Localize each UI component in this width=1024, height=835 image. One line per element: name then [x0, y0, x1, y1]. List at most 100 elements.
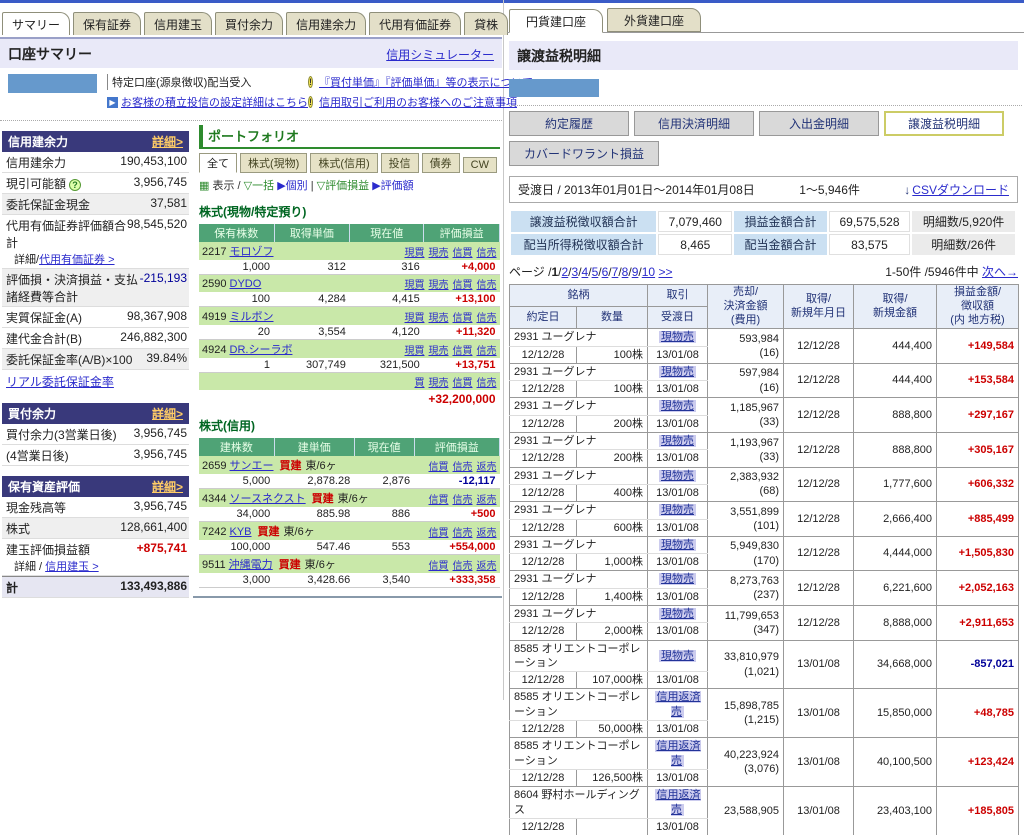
trade-link-信売[interactable]: 信売	[452, 560, 473, 572]
trade-link-買[interactable]: 買	[414, 378, 425, 389]
pagination-more[interactable]: >>	[658, 265, 673, 279]
currency-tab-円貨建口座[interactable]: 円貨建口座	[509, 9, 604, 33]
pagination-page-2[interactable]: 2	[561, 265, 569, 279]
trade-link-信買[interactable]: 信買	[452, 345, 473, 357]
margin-caution-link[interactable]: 信用取引ご利用のお客様へのご注意事項	[319, 97, 517, 109]
margin-simulator-link[interactable]: 信用シミュレーター	[386, 47, 494, 62]
summary-tab-代用有価証券[interactable]: 代用有価証券	[369, 12, 462, 35]
summary-tab-買付余力[interactable]: 買付余力	[215, 12, 284, 35]
filter-value[interactable]: ▶評価額	[372, 180, 414, 192]
trade-link-現売[interactable]: 現売	[428, 247, 449, 259]
trade-link-現売[interactable]: 現売	[428, 345, 449, 357]
currency-tab-外貨建口座[interactable]: 外貨建口座	[607, 8, 702, 32]
price-display-info-link[interactable]: 『買付単価』『評価単価』等の表示について	[319, 77, 534, 89]
trade-link-返売[interactable]: 返売	[476, 461, 497, 473]
detail-link[interactable]: 詳細>	[152, 407, 184, 421]
stock-name-link[interactable]: ミルボン	[229, 311, 274, 323]
pagination-page-10[interactable]: 10	[641, 265, 656, 279]
next-page-link[interactable]: 次へ→	[981, 265, 1018, 279]
summary-tab-貸株[interactable]: 貸株	[464, 12, 509, 35]
csv-download-link[interactable]: CSVダウンロード	[912, 183, 1009, 197]
stock-name-link[interactable]: モロゾフ	[229, 246, 274, 258]
pagination-page-8[interactable]: 8	[621, 265, 629, 279]
stock-name-link[interactable]: DR.シーラボ	[229, 344, 293, 356]
trade-link-信売[interactable]: 信売	[476, 312, 497, 324]
stock-name-link[interactable]: DYDO	[229, 277, 262, 290]
menu-button-譲渡益税明細[interactable]: 譲渡益税明細	[884, 111, 1004, 136]
summary-tab-信用建玉[interactable]: 信用建玉	[144, 12, 213, 35]
trade-link-信買[interactable]: 信買	[452, 280, 473, 291]
pagination-page-4[interactable]: 4	[581, 265, 589, 279]
trade-link-信買[interactable]: 信買	[452, 378, 473, 389]
trade-link-現売[interactable]: 現売	[428, 280, 449, 291]
trade-type-link[interactable]: 現物売	[659, 504, 696, 517]
trade-link-信買[interactable]: 信買	[452, 312, 473, 324]
trade-type-link[interactable]: 信用返済売	[654, 740, 701, 767]
portfolio-tab-株式(現物)[interactable]: 株式(現物)	[240, 153, 308, 173]
covered-warrant-button[interactable]: カバードワラント損益	[509, 141, 659, 166]
trade-link-現買[interactable]: 現買	[404, 345, 425, 357]
summary-tab-保有証券[interactable]: 保有証券	[73, 12, 142, 35]
trade-type-link[interactable]: 現物売	[659, 649, 696, 662]
menu-button-信用決済明細[interactable]: 信用決済明細	[634, 111, 754, 136]
real-margin-ratio-link[interactable]: リアル委託保証金率	[6, 375, 114, 389]
portfolio-tab-株式(信用)[interactable]: 株式(信用)	[310, 153, 378, 173]
portfolio-tab-債券[interactable]: 債券	[421, 153, 460, 173]
trade-link-現売[interactable]: 現売	[428, 312, 449, 324]
trade-type-link[interactable]: 現物売	[659, 365, 696, 378]
trade-link-信売[interactable]: 信売	[452, 527, 473, 539]
pagination-page-7[interactable]: 7	[611, 265, 619, 279]
trade-type-link[interactable]: 現物売	[659, 573, 696, 586]
trade-link-信売[interactable]: 信売	[452, 494, 473, 506]
filter-batch[interactable]: ▽一括	[243, 180, 275, 192]
trade-link-信売[interactable]: 信売	[476, 247, 497, 259]
trade-link-信買[interactable]: 信買	[428, 560, 449, 572]
trade-link-信売[interactable]: 信売	[476, 345, 497, 357]
trade-link-信買[interactable]: 信買	[452, 247, 473, 259]
trade-link-信買[interactable]: 信買	[428, 494, 449, 506]
trade-link-返売[interactable]: 返売	[476, 494, 497, 506]
menu-button-約定履歴[interactable]: 約定履歴	[509, 111, 629, 136]
summary-tab-信用建余力[interactable]: 信用建余力	[286, 12, 367, 35]
summary-tab-サマリー[interactable]: サマリー	[2, 12, 71, 35]
stock-name-link[interactable]: 沖縄電力	[228, 559, 273, 571]
margin-power-sub-link[interactable]: 代用有価証券 >	[39, 254, 115, 266]
trade-type-link[interactable]: 信用返済売	[654, 691, 701, 718]
pagination-page-9[interactable]: 9	[631, 265, 639, 279]
filter-individual[interactable]: ▶個別	[277, 180, 308, 192]
stock-name-link[interactable]: ソースネクスト	[229, 493, 306, 505]
trade-link-信買[interactable]: 信買	[428, 527, 449, 539]
trade-link-返売[interactable]: 返売	[476, 527, 497, 539]
pagination-page-3[interactable]: 3	[571, 265, 579, 279]
portfolio-tab-CW[interactable]: CW	[462, 157, 497, 173]
trade-type-link[interactable]: 現物売	[659, 538, 696, 551]
trade-link-信売[interactable]: 信売	[476, 378, 497, 389]
help-icon[interactable]: ?	[69, 179, 82, 191]
stock-name-link[interactable]: サンエー	[229, 460, 274, 472]
trade-link-信売[interactable]: 信売	[452, 461, 473, 473]
trade-link-現売[interactable]: 現売	[428, 378, 449, 389]
pagination-page-5[interactable]: 5	[591, 265, 599, 279]
trade-type-link[interactable]: 信用返済売	[654, 789, 701, 816]
pagination-page-6[interactable]: 6	[601, 265, 609, 279]
menu-button-入出金明細[interactable]: 入出金明細	[759, 111, 879, 136]
detail-link[interactable]: 詳細>	[152, 135, 184, 149]
trade-link-現買[interactable]: 現買	[404, 247, 425, 259]
trade-link-現買[interactable]: 現買	[404, 312, 425, 324]
trade-type-link[interactable]: 現物売	[659, 608, 696, 620]
trade-link-現買[interactable]: 現買	[404, 280, 425, 291]
trade-type-link[interactable]: 現物売	[659, 400, 696, 413]
detail-link[interactable]: 詳細>	[152, 480, 184, 494]
trade-link-信売[interactable]: 信売	[476, 280, 497, 291]
fund-settings-link[interactable]: お客様の積立投信の設定詳細はこちら	[121, 97, 308, 109]
portfolio-tab-全て[interactable]: 全て	[199, 153, 238, 173]
portfolio-tab-投信[interactable]: 投信	[380, 153, 419, 173]
trade-type-link[interactable]: 現物売	[659, 331, 696, 344]
trade-link-返売[interactable]: 返売	[476, 560, 497, 572]
filter-pl[interactable]: ▽評価損益	[316, 180, 370, 192]
trade-type-link[interactable]: 現物売	[659, 469, 696, 482]
stock-name-link[interactable]: KYB	[229, 526, 252, 538]
trade-type-link[interactable]: 現物売	[659, 435, 696, 448]
assets-sub-link[interactable]: 信用建玉 >	[45, 561, 99, 573]
trade-link-信買[interactable]: 信買	[428, 461, 449, 473]
